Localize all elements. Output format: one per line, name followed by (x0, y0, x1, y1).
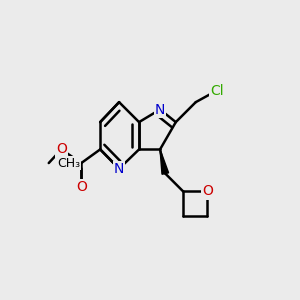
Polygon shape (160, 149, 169, 174)
Text: O: O (202, 184, 213, 198)
Text: N: N (114, 162, 124, 176)
Text: O: O (56, 142, 67, 156)
Text: N: N (155, 103, 165, 116)
Text: Cl: Cl (210, 84, 224, 98)
Text: CH₃: CH₃ (57, 157, 80, 169)
Text: O: O (76, 180, 87, 194)
